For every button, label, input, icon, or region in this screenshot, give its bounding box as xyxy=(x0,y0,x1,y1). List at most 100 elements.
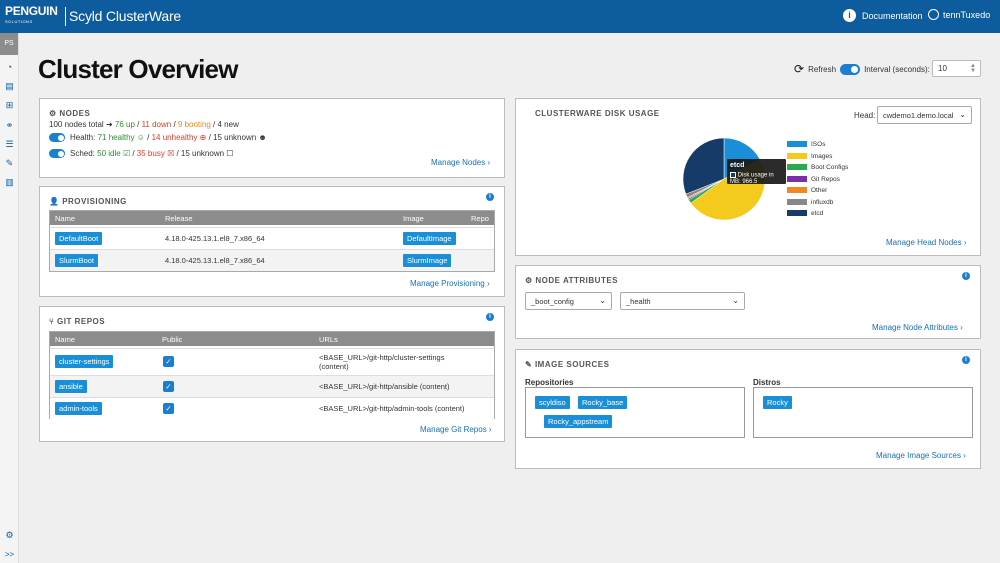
provisioning-panel: 👤 PROVISIONING i Name Release Image Repo… xyxy=(39,186,505,297)
node-attributes-panel: ⚙ NODE ATTRIBUTES i _boot_config ⌄ _healt… xyxy=(515,265,981,339)
sidebar-badge[interactable]: PS xyxy=(0,33,18,55)
info-icon[interactable]: i xyxy=(962,272,970,280)
documentation-link[interactable]: i Documentation xyxy=(843,9,923,22)
boot-config-link[interactable]: DefaultBoot xyxy=(55,232,103,245)
unknown-icon: ☻ xyxy=(258,133,267,142)
settings-icon[interactable]: ⚙ xyxy=(5,530,14,540)
legend-item-influxdb[interactable]: influxdb xyxy=(787,199,833,206)
manage-nodes-link[interactable]: Manage Nodes › xyxy=(431,158,491,167)
legend-label: influxdb xyxy=(811,198,834,206)
pie-slice-etcd[interactable] xyxy=(682,137,725,195)
repository-tag[interactable]: Rocky_appstream xyxy=(544,415,613,428)
sched-line: Sched: 50 idle ☑ / 35 busy ☒ / 15 unknow… xyxy=(49,149,234,159)
logo-brand: PENGUIN xyxy=(5,4,58,18)
repositories-box: scyldiso Rocky_base Rocky_appstream xyxy=(525,387,745,438)
manage-node-attributes-link[interactable]: Manage Node Attributes › xyxy=(872,323,963,332)
legend-label: Other xyxy=(811,187,828,194)
table-header: Name Release Image Repo xyxy=(50,211,494,225)
legend-swatch xyxy=(787,198,807,205)
legend-item-isos[interactable]: ISOs xyxy=(787,141,825,148)
image-sources-panel: ✎ IMAGE SOURCES i Repositories Distros s… xyxy=(515,349,981,469)
public-checkbox[interactable]: ✓ xyxy=(163,356,174,367)
attribute-select-2[interactable]: _health ⌄ xyxy=(620,292,745,310)
legend-item-other[interactable]: Other xyxy=(787,187,827,194)
image-link[interactable]: DefaultImage xyxy=(403,232,456,245)
sidebar: PS ◔ ▤ ⊞ ⚭ ☰ ✎ ▥ ⚙ >> xyxy=(0,33,19,563)
sched-unknown-icon: ☐ xyxy=(226,149,234,158)
legend-item-etcd[interactable]: etcd xyxy=(787,210,823,217)
provisioning-title: 👤 PROVISIONING xyxy=(49,197,127,206)
boot-config-link[interactable]: SlurmBoot xyxy=(55,254,99,267)
disk-usage-title: CLUSTERWARE DISK USAGE xyxy=(535,109,660,118)
info-icon[interactable]: i xyxy=(486,193,494,201)
top-bar: PENGUIN SOLUTIONS Scyld ClusterWare i Do… xyxy=(0,0,1000,33)
legend-swatch xyxy=(787,175,807,182)
public-checkbox[interactable]: ✓ xyxy=(163,381,174,392)
public-checkbox[interactable]: ✓ xyxy=(163,403,174,414)
repo-link[interactable]: cluster-settings xyxy=(55,355,114,368)
health-toggle[interactable] xyxy=(49,133,65,143)
legend-item-boot-configs[interactable]: Boot Configs xyxy=(787,164,848,171)
interval-stepper[interactable]: ▲ ▼ xyxy=(970,63,976,74)
auto-refresh-toggle[interactable] xyxy=(840,63,861,75)
nodes-icon[interactable]: ▤ xyxy=(5,81,14,91)
legend-label: etcd xyxy=(811,210,824,217)
expand-sidebar-button[interactable]: >> xyxy=(4,550,15,559)
interval-label: Interval (seconds): xyxy=(864,64,930,74)
legend-swatch xyxy=(787,141,807,148)
dashboard-icon[interactable]: ◔ xyxy=(6,62,13,72)
legend-swatch xyxy=(787,152,807,159)
manage-head-nodes-link[interactable]: Manage Head Nodes › xyxy=(886,238,967,247)
interval-input[interactable]: 10 ▲ ▼ xyxy=(932,60,981,77)
git-repos-panel: ⑂ GIT REPOS i Name Public URLs cluster-s… xyxy=(39,306,505,442)
repository-tag[interactable]: Rocky_base xyxy=(578,396,628,409)
legend-item-git-repos[interactable]: Git Repos xyxy=(787,176,840,183)
network-icon[interactable]: ⊞ xyxy=(5,100,14,110)
health-line: Health: 71 healthy ☺ / 14 unhealthy ⊕ / … xyxy=(49,133,267,143)
repo-link[interactable]: ansible xyxy=(55,380,87,393)
nodes-title: ⚙ NODES xyxy=(49,109,91,118)
table-row: SlurmBoot 4.18.0-425.13.1.el8_7.x86_64 S… xyxy=(50,249,494,271)
image-link[interactable]: SlurmImage xyxy=(403,254,452,267)
legend-swatch xyxy=(787,187,807,194)
refresh-label[interactable]: Refresh xyxy=(808,64,837,74)
chevron-down-icon: ⌄ xyxy=(599,296,606,305)
legend-label: Boot Configs xyxy=(811,164,849,171)
distro-tag[interactable]: Rocky xyxy=(763,396,792,409)
attribute-select-1[interactable]: _boot_config ⌄ xyxy=(525,292,612,310)
legend-label: ISOs xyxy=(811,141,826,148)
groups-icon[interactable]: ⚭ xyxy=(5,120,14,130)
healthy-icon: ☺ xyxy=(136,133,145,142)
legend-swatch xyxy=(787,210,807,217)
list-icon[interactable]: ☰ xyxy=(5,139,14,149)
legend-label: Images xyxy=(811,152,833,160)
node-attributes-title: ⚙ NODE ATTRIBUTES xyxy=(525,276,619,285)
manage-provisioning-link[interactable]: Manage Provisioning › xyxy=(410,279,490,288)
head-select[interactable]: cwdemo1.demo.local ⌄ xyxy=(877,106,972,124)
manage-git-repos-link[interactable]: Manage Git Repos › xyxy=(420,425,492,434)
repositories-label: Repositories xyxy=(525,378,574,387)
wrench-icon[interactable]: ✎ xyxy=(5,158,14,168)
repo-link[interactable]: admin-tools xyxy=(55,402,102,415)
chevron-down-icon: ⌄ xyxy=(959,110,966,119)
distros-label: Distros xyxy=(753,378,781,387)
unhealthy-icon: ⊕ xyxy=(199,133,207,142)
user-menu[interactable]: tennTuxedo xyxy=(928,9,990,20)
git-repos-title: ⑂ GIT REPOS xyxy=(49,317,106,326)
legend-label: Git Repos xyxy=(811,175,840,183)
head-label: Head: xyxy=(854,111,876,120)
chart-icon[interactable]: ▥ xyxy=(5,177,14,187)
table-row: admin-tools ✓ <BASE_URL>/git-http/admin-… xyxy=(50,397,494,419)
repository-tag[interactable]: scyldiso xyxy=(535,396,570,409)
legend-item-images[interactable]: Images xyxy=(787,153,832,160)
refresh-icon[interactable]: ⟳ xyxy=(794,62,805,76)
nodes-summary: 100 nodes total ➜ 76 up / 11 down / 9 bo… xyxy=(49,120,239,129)
info-icon[interactable]: i xyxy=(962,356,970,364)
git-repos-table: Name Public URLs cluster-settings ✓ <BAS… xyxy=(49,331,495,419)
disk-usage-panel: CLUSTERWARE DISK USAGE Head: cwdemo1.dem… xyxy=(515,98,981,256)
table-row: cluster-settings ✓ <BASE_URL>/git-http/c… xyxy=(50,348,494,374)
sched-toggle[interactable] xyxy=(49,149,65,159)
logo-divider xyxy=(65,7,66,26)
info-icon[interactable]: i xyxy=(486,313,494,321)
manage-image-sources-link[interactable]: Manage Image Sources › xyxy=(876,451,966,460)
